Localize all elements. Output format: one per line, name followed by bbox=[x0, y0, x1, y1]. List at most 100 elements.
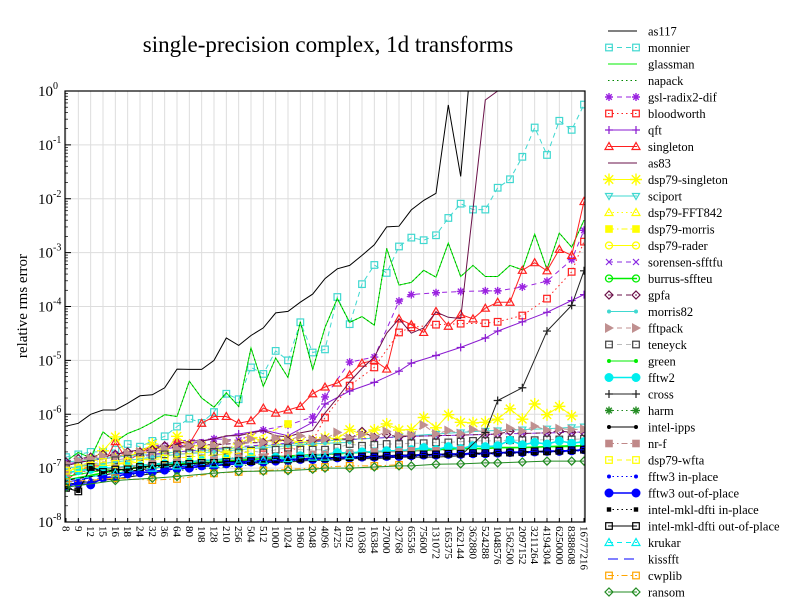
data-point bbox=[185, 449, 194, 458]
legend-item-kissfft[interactable]: kissfft bbox=[608, 553, 680, 567]
legend-marker bbox=[632, 522, 640, 530]
data-point bbox=[370, 261, 379, 269]
legend-item-as117[interactable]: as117 bbox=[608, 25, 677, 39]
legend-item-dsp79-wfta[interactable]: dsp79-wfta bbox=[605, 454, 705, 468]
legend-item-monnier[interactable]: monnier bbox=[605, 41, 691, 55]
legend-item-cwplib[interactable]: cwplib bbox=[605, 569, 682, 583]
legend-item-dsp79-singleton[interactable]: dsp79-singleton bbox=[603, 173, 729, 187]
legend-item-intel-ipps[interactable]: intel-ipps bbox=[607, 421, 695, 435]
legend-item-fftw3-out-of-place[interactable]: fftw3 out-of-place bbox=[604, 487, 740, 501]
legend-item-qft[interactable]: qft bbox=[605, 124, 662, 138]
legend-item-teneyck[interactable]: teneyck bbox=[605, 338, 688, 352]
legend-marker bbox=[605, 258, 613, 266]
data-point bbox=[543, 327, 551, 336]
data-point bbox=[406, 461, 417, 471]
data-point bbox=[543, 447, 551, 456]
legend-item-gsl-radix2-dif[interactable]: gsl-radix2-dif bbox=[605, 91, 718, 105]
legend-item-intel-mkl-dfti-out-of-place[interactable]: intel-mkl-dfti out-of-place bbox=[605, 520, 780, 534]
series-line bbox=[65, 439, 350, 469]
data-point bbox=[442, 408, 455, 421]
x-tick-label: 9 bbox=[72, 526, 84, 532]
data-point bbox=[419, 420, 429, 431]
legend-item-glassman[interactable]: glassman bbox=[608, 58, 695, 72]
data-point bbox=[555, 116, 564, 125]
data-point bbox=[580, 266, 585, 275]
x-tick-label: 2048 bbox=[306, 526, 318, 549]
legend-item-singleton[interactable]: singleton bbox=[603, 140, 695, 154]
data-point bbox=[185, 459, 194, 468]
legend-item-dsp79-rader[interactable]: dsp79-rader bbox=[604, 239, 709, 253]
data-point bbox=[395, 367, 403, 376]
data-point bbox=[454, 416, 467, 429]
legend-item-dsp79-morris[interactable]: dsp79-morris bbox=[605, 223, 715, 237]
legend-item-cross[interactable]: cross bbox=[605, 388, 674, 402]
legend-marker bbox=[631, 290, 641, 300]
data-point bbox=[493, 426, 503, 437]
data-point bbox=[344, 450, 355, 460]
data-point bbox=[455, 459, 466, 469]
legend-item-krukar[interactable]: krukar bbox=[603, 536, 681, 550]
legend-item-bloodworth[interactable]: bloodworth bbox=[605, 107, 707, 121]
legend-item-green[interactable]: green bbox=[607, 355, 677, 369]
legend-item-fftw3-in-place[interactable]: fftw3 in-place bbox=[607, 470, 719, 484]
data-point bbox=[358, 280, 366, 289]
data-point bbox=[298, 457, 303, 462]
legend-item-sorensen-sfftfu[interactable]: sorensen-sfftfu bbox=[605, 256, 723, 270]
data-point bbox=[65, 466, 70, 475]
legend-item-harm[interactable]: harm bbox=[605, 404, 674, 418]
data-point bbox=[185, 414, 194, 423]
series-line bbox=[65, 294, 585, 465]
x-tick-label: 1024 bbox=[282, 526, 294, 549]
data-point bbox=[470, 451, 476, 456]
data-point bbox=[543, 151, 551, 159]
data-point bbox=[308, 418, 317, 427]
legend-item-napack[interactable]: napack bbox=[608, 74, 684, 88]
data-point bbox=[456, 343, 465, 352]
data-point bbox=[456, 319, 465, 328]
data-point bbox=[543, 294, 551, 303]
legend-item-burrus-sffteu[interactable]: burrus-sffteu bbox=[604, 272, 714, 286]
data-point bbox=[493, 286, 502, 295]
data-point bbox=[580, 290, 585, 299]
legend-marker bbox=[632, 406, 640, 415]
x-tick-label: 210 bbox=[220, 526, 232, 543]
y-tick-exponent: 0 bbox=[53, 81, 58, 92]
data-point bbox=[480, 442, 490, 452]
legend-marker bbox=[604, 373, 614, 382]
legend-marker bbox=[605, 390, 613, 398]
legend-item-fftpack[interactable]: fftpack bbox=[605, 322, 684, 336]
data-point bbox=[323, 441, 327, 446]
legend-item-gpfa[interactable]: gpfa bbox=[604, 289, 671, 303]
legend-marker bbox=[604, 241, 614, 250]
data-point bbox=[197, 459, 206, 467]
data-point bbox=[308, 434, 318, 445]
data-point bbox=[518, 383, 527, 392]
legend-item-ransom[interactable]: ransom bbox=[604, 586, 685, 600]
legend-item-morris82[interactable]: morris82 bbox=[607, 305, 693, 319]
legend-item-fftw2[interactable]: fftw2 bbox=[604, 371, 675, 385]
data-point bbox=[481, 428, 490, 437]
data-point bbox=[222, 435, 232, 446]
data-point bbox=[370, 431, 380, 442]
data-point bbox=[86, 463, 95, 471]
legend-item-dsp79-fft842[interactable]: dsp79-FFT842 bbox=[603, 206, 722, 220]
legend-item-as83[interactable]: as83 bbox=[608, 157, 671, 171]
legend-item-nr-f[interactable]: nr-f bbox=[605, 437, 667, 451]
y-tick-base: 10 bbox=[38, 461, 53, 477]
x-tick-label: 131072 bbox=[430, 526, 442, 559]
y-tick-label: 10-2 bbox=[38, 189, 61, 208]
data-point bbox=[358, 429, 367, 440]
legend-marker bbox=[631, 373, 641, 382]
data-point bbox=[113, 468, 118, 473]
data-point bbox=[467, 416, 479, 429]
data-point bbox=[565, 409, 578, 422]
data-point bbox=[209, 468, 219, 478]
data-point bbox=[345, 440, 354, 448]
data-point bbox=[456, 428, 466, 439]
legend-marker bbox=[605, 225, 613, 233]
data-point bbox=[554, 436, 564, 446]
legend-item-intel-mkl-dfti-in-place[interactable]: intel-mkl-dfti in-place bbox=[606, 503, 759, 517]
x-tick-label: 1048576 bbox=[491, 526, 503, 565]
chart-title: single-precision complex, 1d transforms bbox=[143, 32, 514, 57]
legend-item-sciport[interactable]: sciport bbox=[604, 190, 683, 204]
